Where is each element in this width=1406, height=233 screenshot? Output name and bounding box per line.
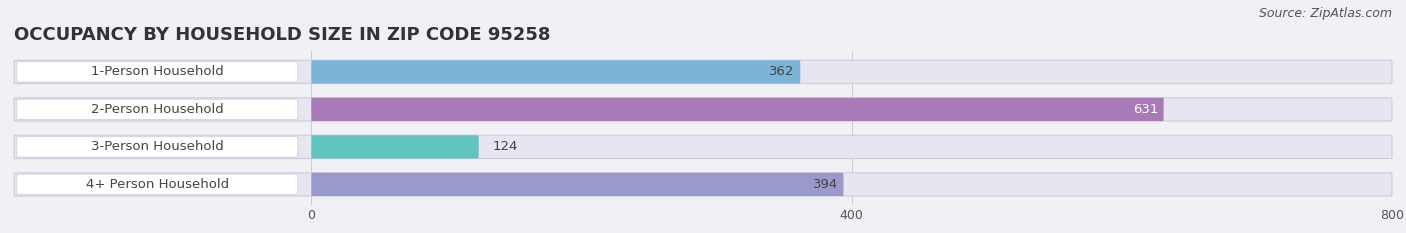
Text: 631: 631 bbox=[1133, 103, 1159, 116]
Text: 394: 394 bbox=[813, 178, 838, 191]
FancyBboxPatch shape bbox=[14, 135, 1392, 158]
Text: 4+ Person Household: 4+ Person Household bbox=[86, 178, 229, 191]
Text: 1-Person Household: 1-Person Household bbox=[91, 65, 224, 78]
Text: 362: 362 bbox=[769, 65, 794, 78]
FancyBboxPatch shape bbox=[311, 98, 1164, 121]
Text: 124: 124 bbox=[492, 140, 517, 153]
FancyBboxPatch shape bbox=[14, 98, 1392, 121]
FancyBboxPatch shape bbox=[311, 135, 479, 158]
FancyBboxPatch shape bbox=[311, 60, 800, 83]
FancyBboxPatch shape bbox=[17, 137, 298, 157]
FancyBboxPatch shape bbox=[17, 62, 298, 82]
FancyBboxPatch shape bbox=[17, 99, 298, 120]
Text: 3-Person Household: 3-Person Household bbox=[91, 140, 224, 153]
Text: 2-Person Household: 2-Person Household bbox=[91, 103, 224, 116]
Text: OCCUPANCY BY HOUSEHOLD SIZE IN ZIP CODE 95258: OCCUPANCY BY HOUSEHOLD SIZE IN ZIP CODE … bbox=[14, 26, 551, 44]
FancyBboxPatch shape bbox=[14, 173, 1392, 196]
FancyBboxPatch shape bbox=[17, 174, 298, 195]
FancyBboxPatch shape bbox=[311, 173, 844, 196]
Text: Source: ZipAtlas.com: Source: ZipAtlas.com bbox=[1258, 7, 1392, 20]
FancyBboxPatch shape bbox=[14, 60, 1392, 83]
